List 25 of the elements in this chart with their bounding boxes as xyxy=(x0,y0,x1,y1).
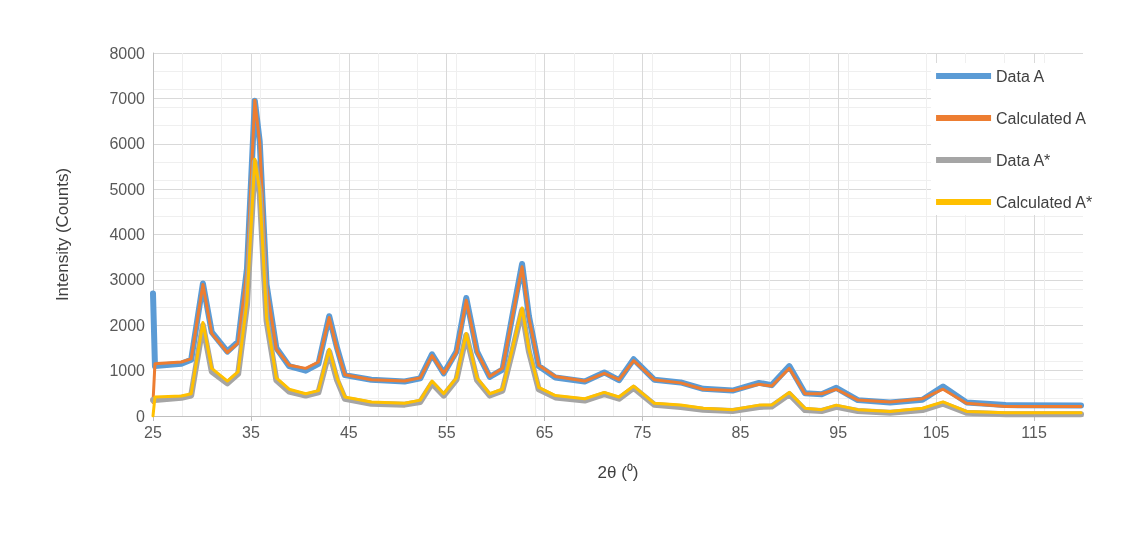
x-tick-label: 85 xyxy=(731,423,750,441)
x-tick-label: 115 xyxy=(1021,423,1047,441)
x-tick-label: 45 xyxy=(339,423,358,441)
legend-label: Calculated A* xyxy=(996,193,1093,211)
y-axis-title: Intensity (Counts) xyxy=(53,167,72,302)
y-tick-label: 6000 xyxy=(109,135,146,153)
x-tick-label: 105 xyxy=(922,423,950,441)
x-axis-title: 2θ (⁰) xyxy=(597,463,639,482)
x-tick-label: 65 xyxy=(535,423,554,441)
legend-label: Data A xyxy=(996,67,1045,85)
y-tick-label: 7000 xyxy=(109,89,146,107)
x-tick-label: 95 xyxy=(829,423,848,441)
x-tick-label: 35 xyxy=(242,423,260,441)
x-tick-label: 25 xyxy=(144,423,162,441)
y-tick-label: 2000 xyxy=(109,316,146,334)
y-tick-label: 5000 xyxy=(109,180,146,198)
y-tick-label: 1000 xyxy=(109,362,146,380)
y-tick-label: 8000 xyxy=(109,44,146,62)
y-tick-label: 3000 xyxy=(109,271,146,289)
legend-label: Data A* xyxy=(996,151,1051,169)
x-tick-label: 75 xyxy=(633,423,652,441)
x-tick-label: 55 xyxy=(437,423,456,441)
y-tick-label: 4000 xyxy=(109,226,146,243)
y-tick-label: 0 xyxy=(136,407,146,425)
legend-label: Calculated A xyxy=(996,109,1087,127)
